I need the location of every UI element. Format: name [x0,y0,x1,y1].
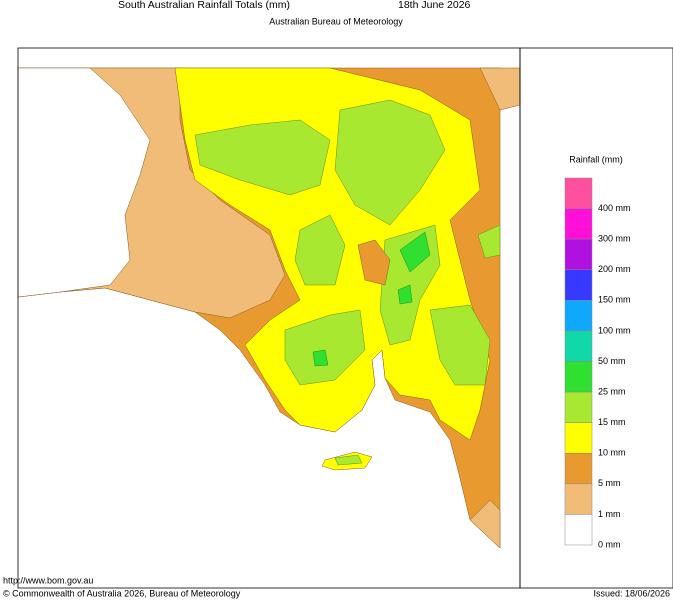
legend-swatch [564,177,593,209]
subtitle: Australian Bureau of Meteorology [269,16,403,26]
zone-15mm-f [429,304,491,386]
legend-label: 5 mm [598,478,621,488]
title: South Australian Rainfall Totals (mm) [118,0,290,11]
map [17,47,521,589]
legend-swatch [564,330,593,362]
legend-swatch [564,208,593,240]
zone-25mm-c [312,349,329,367]
zone-25mm-b [397,284,413,305]
legend-label: 25 mm [598,386,626,396]
zone-15mm-a [194,119,331,196]
legend-frame [519,47,673,589]
date: 18th June 2026 [398,0,471,11]
legend: 400 mm 300 mm 200 mm 150 mm 100 mm 50 mm 25 mm… [564,177,631,549]
legend-label: 10 mm [598,448,626,458]
legend-swatch [564,269,593,301]
legend-label: 300 mm [598,234,631,244]
legend-swatch [564,361,593,393]
legend-swatch [564,483,593,515]
footer-issued: Issued: 18/06/2026 [593,588,670,598]
legend-swatch [564,422,593,454]
legend-label: 15 mm [598,417,626,427]
zone-15mm-b [334,99,446,226]
zone-1mm-south [469,499,501,549]
zone-15mm-c [294,214,346,286]
island-green [334,454,363,466]
legend-swatch [564,514,593,546]
legend-swatch [564,300,593,332]
legend-title: Rainfall (mm) [569,154,623,164]
legend-label: 1 mm [598,509,621,519]
legend-label: 100 mm [598,325,631,335]
legend-label: 150 mm [598,295,631,305]
legend-label: 400 mm [598,203,631,213]
zone-0mm [17,67,151,298]
zone-25mm-a [399,231,431,273]
legend-swatch [564,453,593,485]
legend-swatch [564,391,593,423]
legend-label: 50 mm [598,356,626,366]
zone-15mm-d [284,309,366,386]
legend-swatch [564,238,593,271]
zone-5mm-island [357,239,391,286]
zone-15mm-g [477,224,501,259]
legend-label: 0 mm [598,539,621,549]
legend-label: 200 mm [598,264,631,274]
footer-copyright: © Commonwealth of Australia 2026, Bureau… [3,588,241,598]
footer-url: http://www.bom.gov.au [3,575,93,585]
